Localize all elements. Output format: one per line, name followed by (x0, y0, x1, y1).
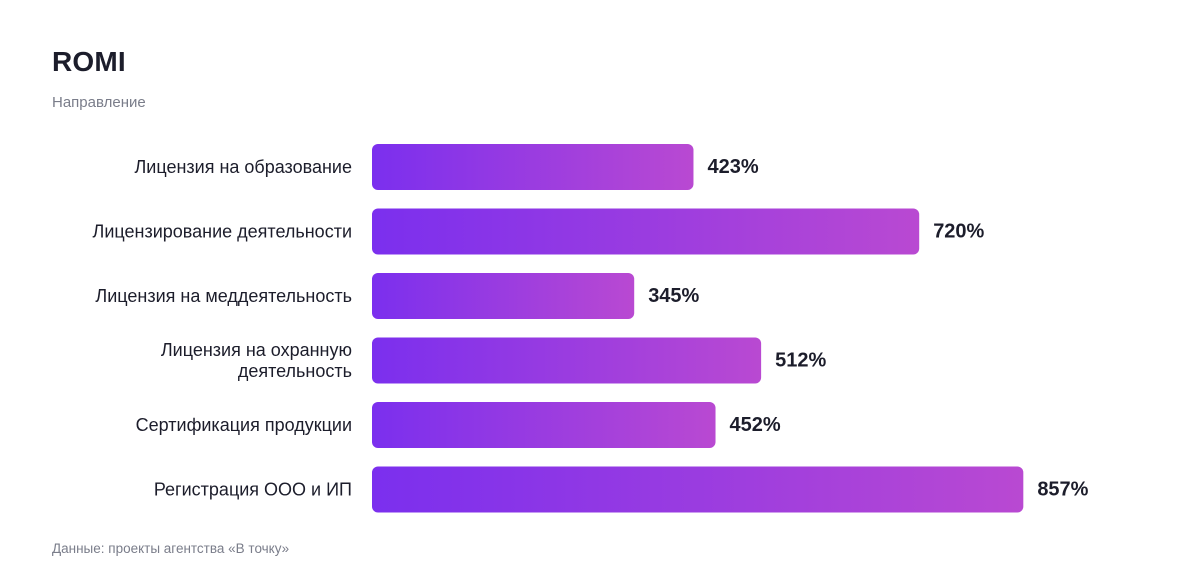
category-label-5: Регистрация ООО и ИП (154, 480, 352, 500)
category-label-line: Лицензия на образование (134, 157, 352, 177)
value-label-5: 857% (1037, 479, 1088, 501)
category-label-line: Сертификация продукции (136, 415, 352, 435)
category-label-line: Регистрация ООО и ИП (154, 480, 352, 500)
category-label-4: Сертификация продукции (136, 415, 352, 435)
bar-3 (372, 337, 762, 384)
category-label-2: Лицензия на меддеятельность (95, 286, 352, 306)
bars-group: 423% Лицензия на образование 720% Лицензиро… (93, 144, 1089, 513)
value-label-1: 720% (933, 221, 984, 243)
bar-1 (372, 208, 920, 255)
data-source-note: Данные: проекты агентства «В точку» (52, 541, 290, 556)
value-label-2: 345% (648, 285, 699, 307)
bar-2 (372, 273, 635, 319)
chart-title: ROMI (52, 46, 126, 77)
category-label-3: Лицензия на охранную деятельность (161, 340, 352, 381)
bar-4 (372, 402, 716, 448)
value-label-4: 452% (730, 414, 781, 436)
category-label-0: Лицензия на образование (134, 157, 352, 177)
bar-5 (372, 466, 1024, 513)
category-label-line: Лицензирование деятельности (93, 222, 352, 242)
value-label-0: 423% (707, 156, 758, 178)
bar-0 (372, 144, 694, 190)
category-label-line: деятельность (238, 361, 352, 381)
value-label-3: 512% (775, 350, 826, 372)
category-label-line: Лицензия на меддеятельность (95, 286, 352, 306)
category-label-line: Лицензия на охранную (161, 340, 352, 360)
category-label-1: Лицензирование деятельности (93, 222, 352, 242)
chart-subtitle: Направление (52, 94, 146, 111)
